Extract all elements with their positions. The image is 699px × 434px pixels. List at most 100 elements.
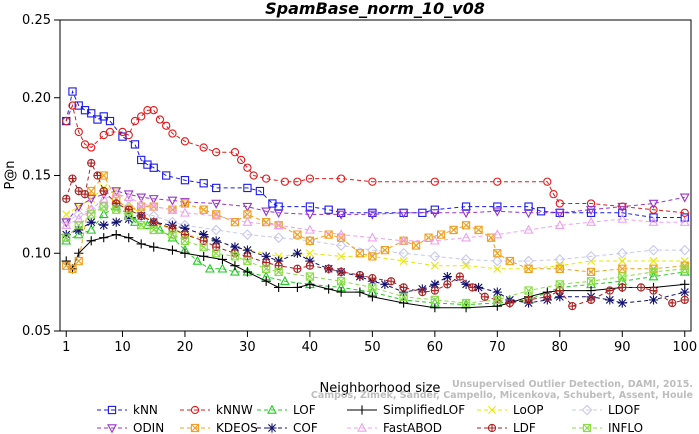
data-point-fastabod: [523, 224, 534, 234]
data-point-odin: [367, 210, 378, 220]
data-point-ldof: [429, 250, 441, 262]
data-point-knn: [274, 202, 283, 211]
x-tick-label: 90: [614, 340, 631, 355]
data-point-knnw: [212, 148, 221, 157]
data-point-ldf: [399, 283, 408, 292]
series-line-kdeos: [65, 174, 685, 273]
data-point-knnw: [243, 163, 252, 172]
legend-item-kdeos: KDEOS: [180, 421, 258, 434]
data-point-simplifiedlof: [355, 287, 365, 297]
data-point-simplifiedlof: [99, 233, 109, 243]
series-line-fastabod: [65, 193, 685, 242]
data-point-knnw: [493, 177, 502, 186]
data-point-inflo: [336, 277, 346, 286]
x-tick-label: 1: [62, 340, 70, 355]
legend-label-knnw: kNNW: [216, 403, 253, 417]
data-point-knn: [461, 202, 471, 211]
data-point-fastabod: [679, 216, 690, 226]
data-point-knn: [618, 208, 627, 217]
data-point-odin: [148, 195, 159, 205]
data-point-ldf: [443, 280, 452, 289]
data-point-knnw: [237, 155, 246, 165]
data-point-kdeos: [305, 236, 315, 245]
data-point-kdeos: [293, 230, 302, 239]
data-point-knnw: [155, 115, 165, 124]
legend: kNN kNNW LOF SimplifiedLOF LoOP LDOF ODIN KDEOS…: [97, 403, 643, 434]
y-tick-label: 0.25: [22, 13, 51, 28]
data-point-fastabod: [136, 198, 147, 208]
data-point-simplifiedlof: [367, 292, 377, 302]
legend-marker-simplifiedlof: [357, 405, 367, 415]
data-point-kdeos: [180, 199, 190, 208]
data-point-lof: [648, 271, 659, 281]
data-point-loop: [87, 194, 96, 203]
data-point-fastabod: [492, 229, 503, 239]
series-line-knn: [65, 89, 685, 218]
legend-label-odin: ODIN: [133, 421, 164, 434]
data-point-ldf: [430, 286, 440, 295]
data-point-ldof: [616, 247, 628, 259]
data-point-knnw: [230, 148, 240, 157]
data-point-inflo: [399, 292, 408, 301]
data-point-ldf: [568, 301, 577, 311]
data-point-kdeos: [230, 218, 240, 227]
data-point-ldof: [366, 244, 378, 256]
data-point-inflo: [62, 233, 71, 242]
data-point-cof: [617, 298, 627, 308]
legend-marker-inflo: [582, 423, 592, 433]
data-point-ldof: [273, 232, 285, 244]
data-point-loop: [62, 210, 71, 219]
data-point-odin: [523, 209, 534, 219]
data-point-cof: [461, 279, 471, 289]
data-point-cof: [605, 295, 615, 305]
data-point-odin: [492, 207, 503, 217]
data-point-inflo: [112, 205, 121, 214]
data-point-inflo: [524, 286, 533, 295]
data-point-odin: [617, 202, 628, 212]
data-point-simplifiedlof: [230, 261, 240, 271]
data-point-kdeos: [493, 249, 502, 258]
data-point-cof: [399, 287, 409, 297]
data-point-inflo: [618, 272, 627, 281]
data-point-kdeos: [243, 210, 252, 219]
y-axis-label: P@n: [3, 160, 18, 189]
legend-marker-lof: [267, 404, 277, 414]
series-line-ldof: [65, 202, 685, 262]
data-point-kdeos: [618, 264, 627, 273]
data-point-loop: [430, 261, 439, 270]
legend-label-cof: COF: [293, 421, 318, 434]
data-point-kdeos: [524, 264, 533, 273]
data-point-cof: [492, 287, 502, 297]
data-point-odin: [180, 198, 190, 208]
data-point-knnw: [368, 177, 377, 186]
data-point-odin: [554, 209, 565, 219]
data-point-fastabod: [461, 232, 472, 242]
legend-item-fastabod: FastABOD: [347, 421, 442, 434]
data-point-inflo: [124, 211, 133, 221]
data-point-lof: [142, 219, 153, 230]
data-point-ldof: [554, 254, 566, 265]
data-point-ldf: [336, 267, 346, 277]
data-point-kdeos: [74, 256, 83, 266]
data-point-knn: [680, 213, 689, 222]
legend-label-ldf: LDF: [513, 421, 536, 434]
data-point-ldof: [398, 247, 409, 259]
data-point-odin: [136, 193, 147, 203]
data-point-cof: [430, 279, 440, 289]
data-point-simplifiedlof: [124, 233, 134, 243]
data-point-knn: [212, 183, 221, 193]
data-point-odin: [648, 199, 659, 209]
data-point-inflo: [212, 249, 221, 258]
legend-marker-loop: [488, 406, 496, 414]
data-point-kdeos: [505, 256, 514, 266]
data-point-fastabod: [648, 216, 659, 226]
data-point-inflo: [368, 283, 377, 292]
data-point-knn: [536, 207, 546, 216]
data-point-knnw: [180, 137, 190, 146]
legend-label-kdeos: KDEOS: [216, 421, 258, 434]
legend-item-lof: LOF: [257, 403, 316, 417]
data-point-kdeos: [199, 205, 208, 214]
data-point-kdeos: [380, 245, 390, 255]
data-point-knn: [118, 132, 127, 141]
data-point-kdeos: [424, 233, 433, 242]
